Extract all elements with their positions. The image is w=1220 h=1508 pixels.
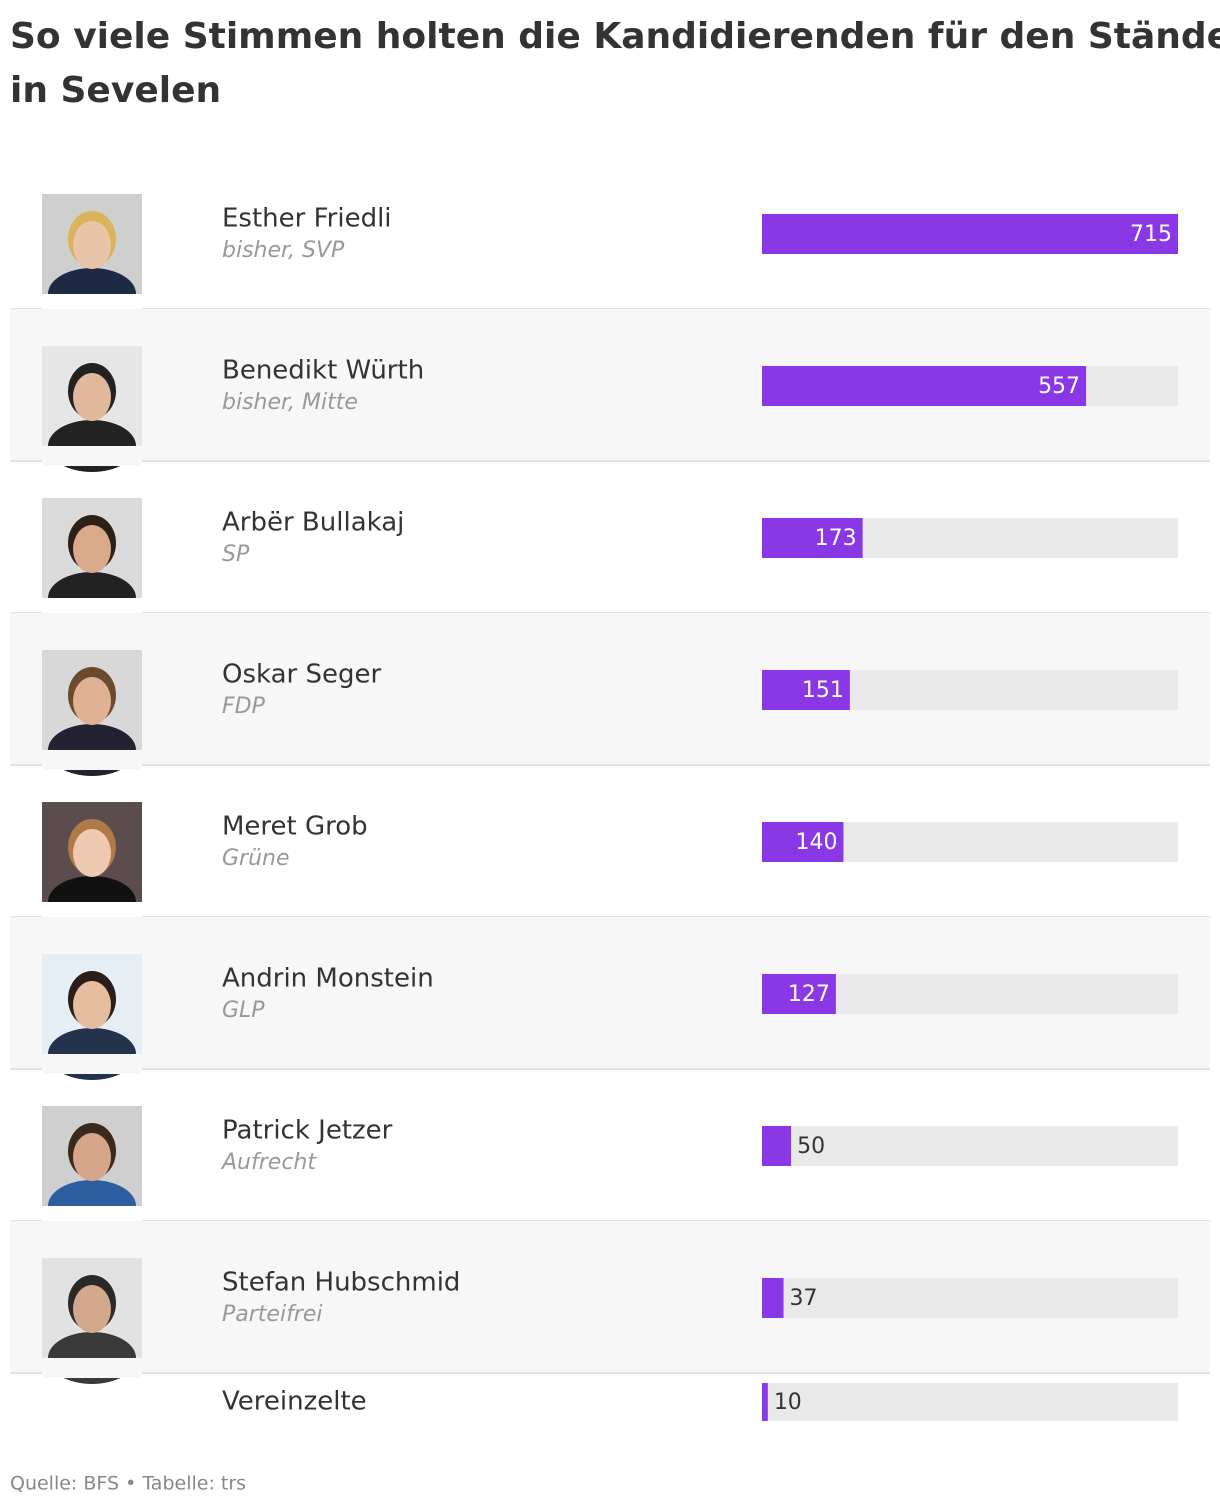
candidate-photo (42, 650, 142, 776)
bar (762, 518, 863, 558)
candidate-photo (42, 346, 142, 472)
bar (762, 974, 836, 1014)
photo-face (73, 1285, 111, 1333)
photo-face (73, 221, 111, 269)
candidate-note: bisher, Mitte (222, 390, 358, 415)
photo-clip (42, 1358, 142, 1378)
candidate-name: Esther Friedli (222, 204, 392, 234)
candidate-photo (42, 1106, 142, 1232)
candidate-note: FDP (222, 694, 266, 719)
candidate-photo (42, 1258, 142, 1384)
value-label: 140 (795, 830, 837, 855)
chart-title: So viele Stimmen holten die Kandidierend… (10, 16, 1220, 111)
photo-face (73, 829, 111, 877)
value-label: 37 (790, 1286, 818, 1311)
candidate-photo (42, 802, 142, 928)
candidate-note: Aufrecht (220, 1150, 317, 1175)
candidate-name: Patrick Jetzer (222, 1116, 393, 1146)
bar (762, 670, 850, 710)
photo-face (73, 373, 111, 421)
candidate-name: Andrin Monstein (222, 964, 434, 994)
bar (762, 366, 1087, 406)
candidate-note: Grüne (222, 846, 290, 871)
value-label: 557 (1038, 374, 1080, 399)
photo-face (73, 677, 111, 725)
source: Quelle: BFS • Tabelle: trs (10, 1473, 246, 1495)
bar (762, 1383, 768, 1421)
candidate-photo (42, 954, 142, 1080)
candidate-note: Parteifrei (222, 1302, 323, 1327)
bar-track (762, 1126, 1178, 1166)
value-label: 151 (802, 678, 844, 703)
value-label: 10 (774, 1390, 802, 1415)
photo-clip (42, 446, 142, 466)
photo-face (73, 981, 111, 1029)
candidate-name: Benedikt Würth (222, 356, 424, 386)
candidate-note: GLP (222, 998, 265, 1023)
candidate-note: SP (222, 542, 250, 567)
candidate-name: Vereinzelte (222, 1387, 367, 1417)
candidate-name: Stefan Hubschmid (222, 1268, 460, 1298)
bar (762, 1126, 792, 1166)
candidate-photo (42, 194, 142, 320)
bar-track (762, 1383, 1178, 1421)
candidate-name: Meret Grob (222, 812, 368, 842)
bar-track (762, 1278, 1178, 1318)
bar (762, 1278, 784, 1318)
bar (762, 214, 1178, 254)
photo-clip (42, 1054, 142, 1074)
photo-clip (42, 750, 142, 770)
photo-face (73, 525, 111, 573)
candidate-name: Oskar Seger (222, 660, 381, 690)
value-label: 173 (815, 526, 857, 551)
bar (762, 822, 844, 862)
value-label: 50 (797, 1134, 825, 1159)
candidate-name: Arbër Bullakaj (222, 508, 404, 538)
candidate-note: bisher, SVP (222, 238, 345, 263)
candidate-photo (42, 498, 142, 624)
value-label: 715 (1130, 222, 1172, 247)
photo-face (73, 1133, 111, 1181)
value-label: 127 (788, 982, 830, 1007)
